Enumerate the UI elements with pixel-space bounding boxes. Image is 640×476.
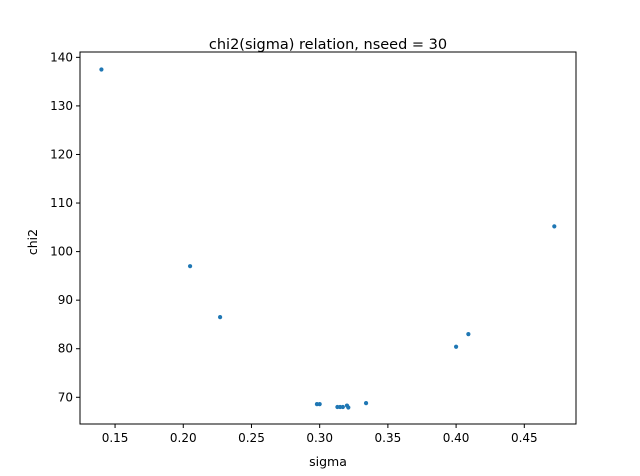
y-tick-label: 120 [50,147,73,161]
data-point [217,315,223,320]
data-point [363,401,369,406]
y-axis-ticks: 70 80 90 100 110 120 130 140 [50,50,80,404]
x-axis-ticks: 0.15 0.20 0.25 0.30 0.35 0.40 0.45 [102,424,538,445]
data-point [99,67,104,72]
y-tick-label: 80 [58,342,73,356]
data-point [187,264,193,269]
x-tick-label: 0.45 [511,431,538,445]
x-tick-label: 0.30 [306,431,333,445]
x-tick-label: 0.15 [102,431,129,445]
y-tick-label: 100 [50,245,73,259]
y-tick-label: 140 [50,50,73,64]
x-tick-label: 0.25 [238,431,265,445]
plot-frame [79,51,577,425]
chart-title: chi2(sigma) relation, nseed = 30 [209,37,447,53]
data-point [346,405,351,410]
x-tick-label: 0.40 [443,431,470,445]
data-point [466,332,471,337]
data-point [317,401,322,407]
y-tick-label: 70 [58,390,73,404]
x-tick-label: 0.35 [375,431,402,445]
y-axis-label: chi2 [25,229,40,255]
data-points [99,67,557,410]
y-tick-label: 130 [50,99,73,113]
x-axis-label: sigma [309,454,347,469]
data-point [552,224,557,229]
data-point [453,344,459,349]
y-tick-label: 110 [50,196,73,210]
y-tick-label: 90 [58,293,73,307]
data-point [340,404,345,410]
x-tick-label: 0.20 [170,431,197,445]
